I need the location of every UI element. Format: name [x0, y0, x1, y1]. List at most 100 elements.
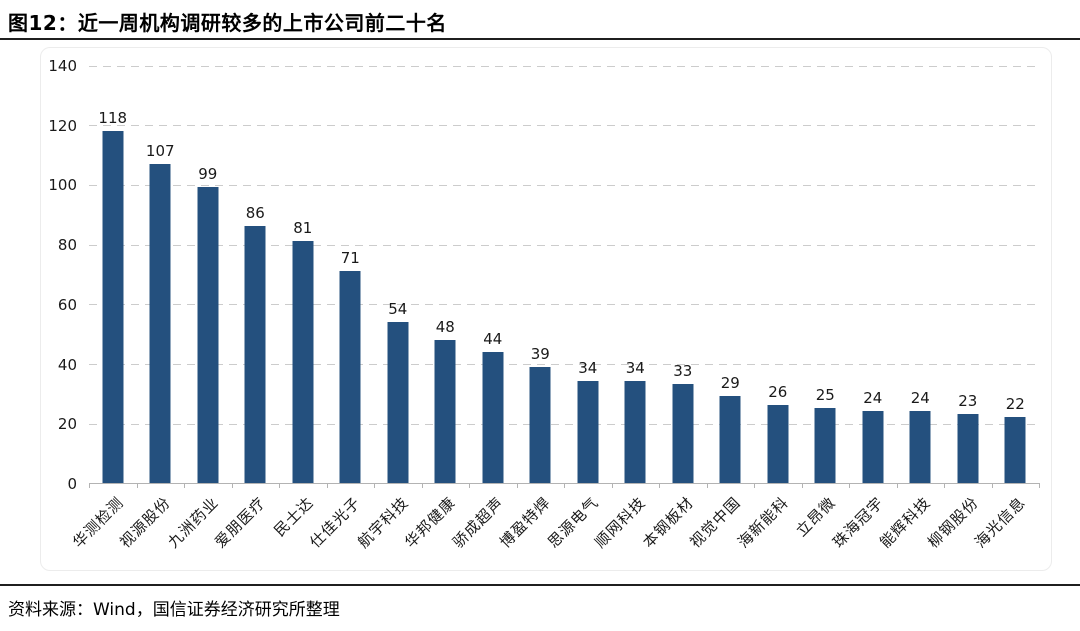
bar-group-仕佳光子: 71 仕佳光子 — [306, 66, 375, 551]
bar-value-label: 44 — [483, 330, 503, 348]
x-axis-label: 珠海冠宇 — [828, 493, 887, 552]
bar — [292, 241, 314, 483]
chart-frame: 0 20 40 60 80 100 120 140 118 华测检测 107 视源股份 99 九洲药业 86… — [40, 47, 1052, 571]
x-axis-tick — [944, 483, 945, 488]
x-axis-tick — [564, 483, 565, 488]
x-axis-tick — [659, 483, 660, 488]
x-axis-tick — [516, 483, 518, 488]
bar — [767, 405, 789, 483]
x-axis-tick — [469, 483, 470, 488]
bar — [482, 352, 504, 483]
bar — [957, 414, 979, 483]
bar-value-label: 107 — [145, 142, 175, 160]
gridline-y80 — [89, 244, 1039, 246]
bar-group-视源股份: 107 视源股份 — [116, 66, 185, 551]
bar-group-能辉科技: 24 能辉科技 — [876, 66, 945, 551]
y-tick-label-120: 120 — [48, 116, 77, 135]
bar — [672, 384, 694, 483]
bar-value-label: 71 — [340, 249, 360, 267]
x-axis-label: 思源电气 — [543, 493, 602, 552]
bar-group-思源电气: 34 思源电气 — [544, 66, 612, 551]
bar-group-九洲药业: 99 九洲药业 — [164, 66, 232, 551]
bar — [577, 381, 599, 483]
x-axis-tick — [89, 483, 90, 488]
bar-group-华邦健康: 48 华邦健康 — [401, 66, 470, 551]
x-axis-tick — [991, 483, 993, 488]
y-tick-label-0: 0 — [67, 475, 77, 493]
header-divider — [0, 38, 1080, 40]
x-axis-tick — [136, 483, 138, 488]
bar — [387, 322, 409, 483]
bar-group-本钢板材: 33 本钢板材 — [639, 66, 707, 551]
y-tick-label-80: 80 — [57, 236, 77, 255]
bar-group-海新能科: 26 海新能科 — [734, 66, 802, 551]
gridline-y40 — [89, 364, 1039, 366]
gridline-y140 — [89, 65, 1039, 67]
plot-area: 0 20 40 60 80 100 120 140 118 华测检测 107 视源股份 99 九洲药业 86… — [48, 57, 1040, 551]
x-axis-label: 视源股份 — [116, 493, 175, 552]
bar-group-柳钢股份: 23 柳钢股份 — [924, 66, 992, 551]
x-axis-label: 骄成超声 — [448, 493, 507, 552]
bars-container: 118 华测检测 107 视源股份 99 九洲药业 86 爱朋医疗 81 民士达 71 仕佳光子 54 航… — [69, 66, 1040, 551]
bar — [624, 381, 646, 483]
x-axis-tick — [1039, 483, 1040, 488]
bar-group-海光信息: 22 海光信息 — [971, 66, 1040, 551]
x-axis-tick — [801, 483, 803, 488]
bar-group-顺网科技: 34 顺网科技 — [591, 66, 660, 551]
bar-value-label: 25 — [815, 386, 835, 404]
x-axis-tick — [896, 483, 898, 488]
source-note: 资料来源：Wind，国信证券经济研究所整理 — [8, 600, 340, 620]
bar — [244, 226, 266, 483]
bar-value-label: 54 — [388, 300, 408, 318]
x-axis-tick — [611, 483, 613, 488]
x-axis-label: 海光信息 — [971, 493, 1030, 552]
x-axis-tick — [231, 483, 233, 488]
bar — [197, 187, 219, 483]
x-axis-label: 仕佳光子 — [306, 493, 365, 552]
bar-group-立昂微: 25 立昂微 — [793, 66, 850, 540]
x-axis-tick — [326, 483, 328, 488]
x-axis-label: 能辉科技 — [876, 493, 935, 552]
bar-value-label: 81 — [293, 219, 313, 237]
bar — [149, 164, 171, 483]
y-tick-label-40: 40 — [57, 355, 77, 374]
bar-group-华测检测: 118 华测检测 — [69, 66, 137, 551]
bar-value-label: 86 — [245, 204, 265, 222]
bar-group-视觉中国: 29 视觉中国 — [686, 66, 755, 551]
bar-value-label: 26 — [768, 383, 788, 401]
x-axis-label: 华邦健康 — [401, 493, 460, 552]
x-axis-tick — [706, 483, 708, 488]
gridline-y120 — [89, 125, 1039, 127]
gridline-y20 — [89, 423, 1039, 425]
bar — [1004, 417, 1026, 483]
x-axis-tick — [421, 483, 423, 488]
x-axis-label: 爱朋医疗 — [211, 493, 270, 552]
bar — [529, 367, 551, 483]
x-axis-tick — [374, 483, 375, 488]
bar — [814, 408, 836, 483]
bar-group-博盈特焊: 39 博盈特焊 — [496, 66, 565, 551]
y-tick-label-140: 140 — [48, 57, 77, 75]
y-tick-label-20: 20 — [57, 415, 77, 434]
x-axis-label: 柳钢股份 — [923, 493, 982, 552]
gridline-y100 — [89, 184, 1039, 186]
x-axis-label: 本钢板材 — [638, 493, 697, 552]
bar — [339, 271, 361, 483]
y-tick-label-100: 100 — [48, 176, 77, 195]
bar-value-label: 23 — [958, 392, 978, 410]
figure-title: 图12：近一周机构调研较多的上市公司前二十名 — [8, 11, 447, 35]
x-axis-label: 视觉中国 — [686, 493, 745, 552]
bar-group-骄成超声: 44 骄成超声 — [449, 66, 517, 551]
bar-value-label: 118 — [98, 109, 128, 127]
footer-divider — [0, 584, 1080, 586]
x-axis-label: 航宇科技 — [353, 493, 412, 552]
y-tick-label-60: 60 — [57, 295, 77, 314]
bar-value-label: 29 — [720, 374, 740, 392]
bar-value-label: 22 — [1005, 395, 1025, 413]
bar — [862, 411, 884, 483]
bar-value-label: 34 — [625, 359, 645, 377]
bar-value-label: 24 — [863, 389, 883, 407]
x-axis-label: 华测检测 — [68, 493, 127, 552]
x-axis-tick — [184, 483, 185, 488]
bar-value-label: 48 — [435, 318, 455, 336]
